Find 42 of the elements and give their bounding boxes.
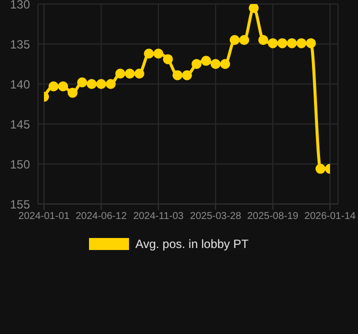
point [268, 38, 278, 48]
x-tick-label: 2024-11-03 [133, 211, 184, 222]
point [306, 38, 316, 48]
x-tick-label: 2024-01-01 [18, 211, 70, 222]
point [144, 48, 154, 59]
y-tick-label: 155 [10, 197, 30, 212]
point [258, 35, 268, 45]
point [86, 79, 97, 89]
point [210, 59, 221, 69]
point [192, 59, 202, 69]
y-tick-label: 140 [10, 77, 30, 92]
point [77, 77, 88, 88]
point [286, 38, 297, 48]
point [134, 68, 144, 79]
y-tick-label: 135 [10, 37, 30, 52]
point [58, 81, 68, 92]
point [239, 35, 250, 45]
point [162, 54, 173, 64]
point [220, 59, 230, 69]
point [153, 48, 164, 59]
point [48, 81, 59, 92]
y-tick-label: 150 [10, 157, 30, 172]
x-tick-label: 2025-03-28 [190, 211, 242, 222]
point [182, 70, 192, 80]
point [106, 79, 116, 89]
point [248, 4, 259, 13]
point [201, 56, 212, 66]
x-tick-label: 2025-08-19 [247, 211, 299, 222]
y-tick-label: 145 [10, 117, 30, 132]
point [315, 164, 326, 174]
y-tick-label: 130 [10, 0, 30, 12]
x-tick-label: 2026-01-14 [304, 211, 356, 222]
point [296, 38, 306, 48]
point [96, 79, 106, 89]
x-tick-label: 2024-06-12 [76, 211, 128, 222]
point [230, 35, 240, 45]
point [172, 70, 182, 80]
point [68, 88, 78, 98]
point [124, 68, 135, 79]
point [115, 68, 126, 79]
point [277, 38, 288, 48]
legend-label: Avg. pos. in lobby PT [135, 237, 249, 251]
